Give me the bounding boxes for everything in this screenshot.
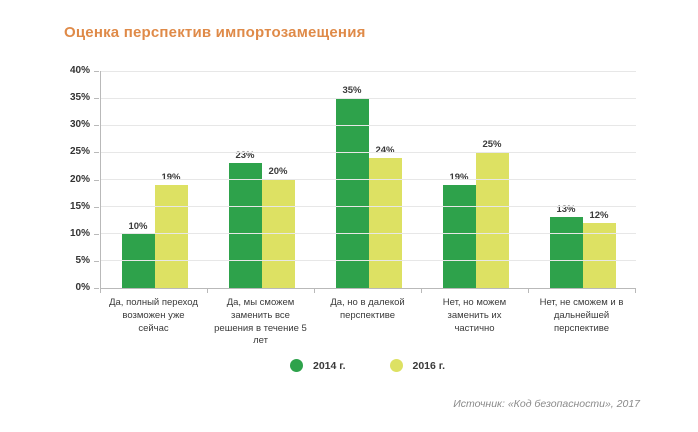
bar-column: 20% xyxy=(261,166,295,288)
bar-column: 19% xyxy=(154,172,188,288)
y-axis-tick xyxy=(94,288,99,289)
y-axis-tick-label: 20% xyxy=(69,173,90,185)
y-axis-tick xyxy=(94,125,99,127)
bar-value-label: 35% xyxy=(342,85,362,96)
y-axis-tick-label: 40% xyxy=(69,65,90,76)
bar-column: 23% xyxy=(228,150,262,288)
bar xyxy=(335,98,369,288)
y-axis-tick xyxy=(94,206,99,208)
bar-column: 35% xyxy=(335,85,369,288)
bar xyxy=(475,152,509,288)
legend-label: 2014 г. xyxy=(312,359,346,372)
chart-title: Оценка перспектив импортозамещения xyxy=(64,24,366,41)
gridline xyxy=(101,206,636,208)
x-axis-tick xyxy=(207,289,208,293)
y-axis-tick-label: 0% xyxy=(75,282,90,293)
y-axis-tick-label: 10% xyxy=(69,227,90,239)
legend-color-dot xyxy=(289,359,303,372)
y-axis-tick-label: 30% xyxy=(69,119,90,131)
bar-group: 19% 25% xyxy=(422,71,529,288)
bar-column: 25% xyxy=(475,139,509,288)
bar xyxy=(228,163,262,288)
bar-column: 12% xyxy=(582,210,616,288)
category-label: Да, но в далекой перспективе xyxy=(330,297,405,321)
bar xyxy=(154,185,188,288)
gridline xyxy=(101,97,636,99)
legend-item: 2014 г. xyxy=(289,359,346,372)
y-axis-tick xyxy=(94,98,99,100)
gridline xyxy=(101,70,636,72)
x-axis-tick xyxy=(314,289,315,293)
source-caption: Источник: «Код безопасности», 2017 xyxy=(453,398,640,410)
gridline xyxy=(101,124,636,126)
bar-column: 24% xyxy=(368,145,402,288)
legend-label: 2016 г. xyxy=(412,359,446,372)
bar-column: 13% xyxy=(549,204,583,288)
bar-value-label: 13% xyxy=(556,204,576,215)
legend-color-dot xyxy=(389,359,403,372)
category-label: Нет, не сможем и в дальнейшей перспектив… xyxy=(539,297,624,334)
x-axis-tick xyxy=(635,289,636,293)
bar-value-label: 20% xyxy=(268,166,288,177)
y-axis-tick-label: 25% xyxy=(69,146,90,158)
bar-value-label: 19% xyxy=(449,172,469,183)
y-axis-tick-label: 35% xyxy=(69,92,90,104)
bar-value-label: 19% xyxy=(161,172,181,183)
y-axis-tick-label: 5% xyxy=(75,254,90,266)
bar-value-label: 25% xyxy=(482,139,502,150)
category-label: Да, полный переход возможен уже сейчас xyxy=(109,297,198,334)
gridline xyxy=(101,151,636,153)
gridline xyxy=(101,260,636,262)
bar-column: 19% xyxy=(442,172,476,288)
bar-value-label: 10% xyxy=(128,221,148,232)
bar-value-label: 24% xyxy=(375,145,395,156)
y-axis-tick xyxy=(94,152,99,154)
bar-column: 10% xyxy=(121,221,155,288)
bar-group: 10% 19% xyxy=(101,71,208,288)
plot-area: 10% 19% 23% 20% 35% 24% 19% 25% 13% 12% xyxy=(100,70,636,289)
bar-value-label: 12% xyxy=(589,210,609,221)
x-axis-tick xyxy=(100,289,101,293)
chart-legend: 2014 г. 2016 г. xyxy=(100,359,635,372)
gridline xyxy=(101,233,636,235)
x-axis-tick xyxy=(528,289,529,293)
y-axis-tick xyxy=(94,260,99,262)
y-axis-tick xyxy=(94,71,99,72)
x-axis-tick xyxy=(421,289,422,293)
legend-item: 2016 г. xyxy=(389,359,446,372)
bar-groups: 10% 19% 23% 20% 35% 24% 19% 25% 13% 12% xyxy=(101,71,636,288)
y-axis-tick xyxy=(94,233,99,235)
y-axis-tick-label: 15% xyxy=(69,200,90,212)
category-label: Нет, но можем заменить их частично xyxy=(442,297,507,334)
bar xyxy=(368,158,402,288)
y-axis-tick xyxy=(94,179,99,181)
bar xyxy=(442,185,476,288)
gridline xyxy=(101,179,636,180)
x-axis-category-labels: Да, полный переход возможен уже сейчас Да… xyxy=(100,297,635,348)
bar-value-label: 23% xyxy=(235,150,255,161)
category-label: Да, мы сможем заменить все решения в теч… xyxy=(214,297,307,347)
bar xyxy=(549,217,583,288)
